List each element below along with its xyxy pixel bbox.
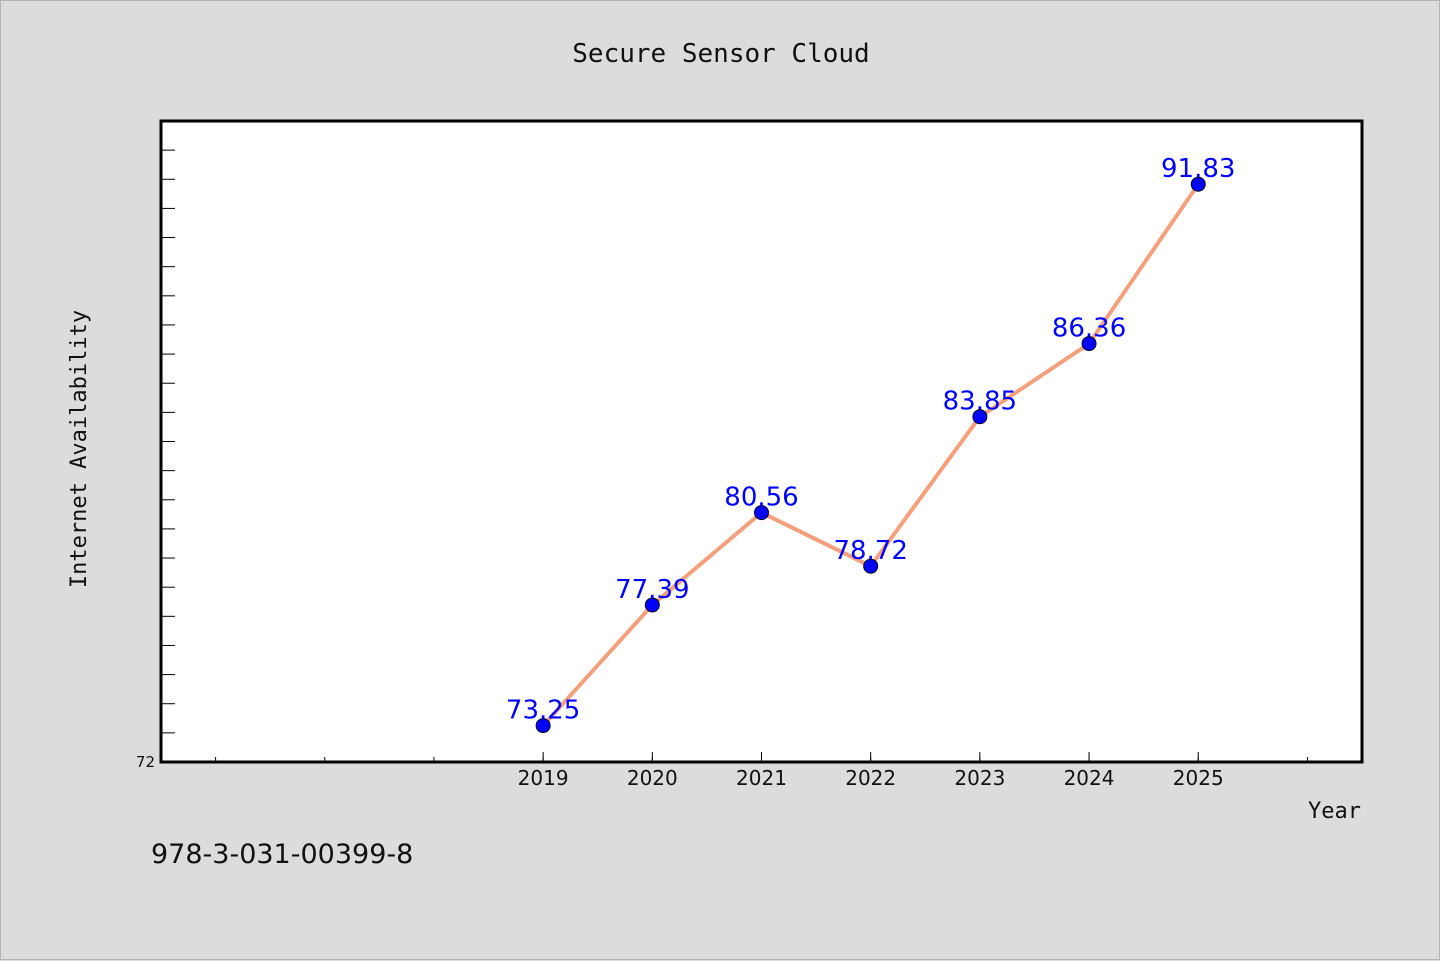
data-point (754, 505, 769, 521)
data-point (1081, 336, 1097, 352)
plot-area (159, 119, 1364, 764)
x-tick-label: 2019 (518, 766, 569, 790)
series-line-group (535, 176, 1206, 734)
isbn-footer: 978-3-031-00399-8 (151, 839, 413, 870)
data-label: 83.85 (943, 387, 1017, 417)
y-axis-ticks: 72 (136, 753, 155, 771)
x-tick-label: 2020 (627, 766, 678, 790)
data-label: 86.36 (1052, 314, 1126, 344)
y-axis-label: Internet Availability (67, 310, 92, 588)
data-point (535, 718, 551, 734)
data-labels-group: 73.25 77.39 80.56 78.72 83.85 86.36 91.83 (506, 154, 1236, 725)
data-point (644, 597, 660, 613)
x-axis-label: Year (1308, 799, 1361, 824)
data-point (972, 409, 988, 425)
y-tick-label: 72 (136, 753, 155, 771)
data-label: 91.83 (1161, 154, 1235, 184)
data-point (1190, 176, 1206, 192)
data-label: 73.25 (506, 696, 580, 726)
data-label: 78.72 (833, 536, 907, 566)
x-tick-label: 2021 (736, 766, 787, 790)
x-tick-label: 2024 (1064, 766, 1115, 790)
x-tick-label: 2023 (954, 766, 1005, 790)
x-axis-ticks: 2019 2020 2021 2022 2023 2024 2025 (518, 752, 1224, 790)
data-label: 80.56 (724, 483, 798, 513)
chart-title: Secure Sensor Cloud (572, 39, 869, 69)
x-tick-label: 2025 (1173, 766, 1224, 790)
data-point (863, 558, 879, 574)
data-label: 77.39 (615, 575, 689, 605)
x-tick-label: 2022 (845, 766, 896, 790)
